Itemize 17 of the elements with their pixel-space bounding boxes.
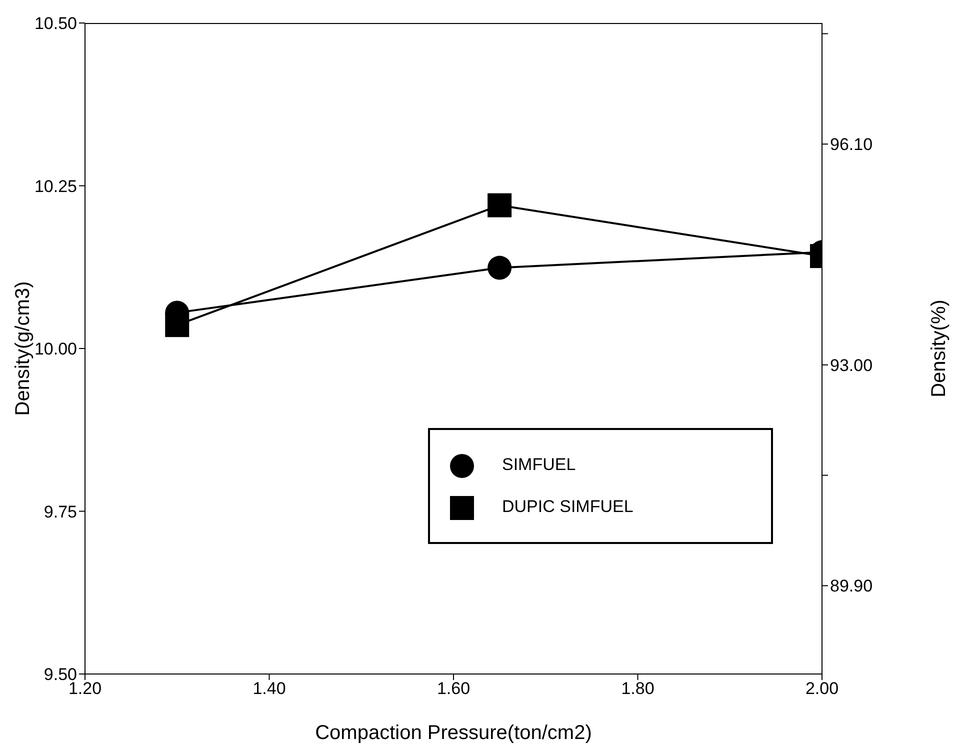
y-tick-label: 10.00 [34,340,77,359]
x-tick-label: 2.00 [805,679,839,698]
y2-tick-label: 96.10 [830,135,873,154]
x-axis-title: Compaction Pressure(ton/cm2) [315,722,592,744]
x-tick-label: 1.20 [68,679,102,698]
x-tick-label: 1.60 [436,679,470,698]
y-tick-label: 10.50 [34,14,77,34]
y-tick-label: 9.75 [44,502,77,522]
legend-label: SIMFUEL [502,455,576,474]
y2-tick-label: 93.00 [830,356,873,375]
legend-label: DUPIC SIMFUEL [502,497,634,516]
x-tick-label: 1.40 [252,679,286,698]
y-axis-title: Density(g/cm3) [12,281,34,416]
x-tick-label: 1.80 [621,679,654,698]
y-tick-label: 10.25 [34,176,77,196]
y2-tick-label: 89.90 [830,576,873,596]
y2-axis-title: Density(%) [928,300,950,398]
